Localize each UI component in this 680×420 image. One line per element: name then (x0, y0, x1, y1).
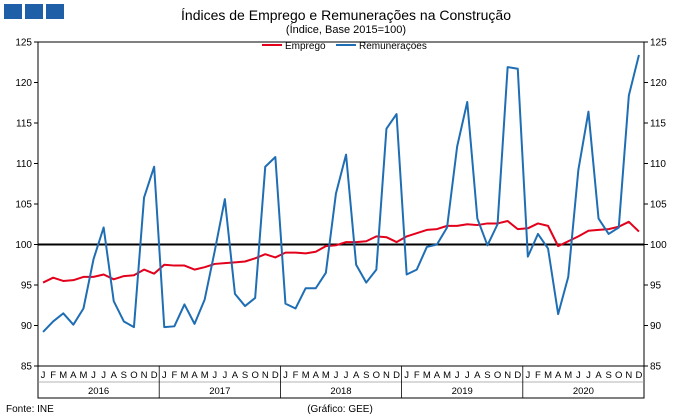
x-tick-label-month: D (514, 370, 521, 381)
y-tick-label-left: 115 (16, 119, 32, 130)
x-tick-label-month: N (141, 370, 148, 381)
x-tick-label-month: O (373, 370, 380, 381)
y-tick-label-left: 105 (15, 200, 32, 211)
y-tick-label-left: 85 (21, 362, 33, 373)
x-tick-label-month: J (344, 370, 349, 381)
x-tick-label-month: N (383, 370, 390, 381)
x-tick-label-month: A (434, 370, 441, 381)
plot-area: 85 85 90 90 95 95 100 100 105 105 110 110 115 115 120 1… (15, 38, 667, 399)
credit-note: (Gráfico: GEE) (307, 404, 373, 415)
x-tick-label-month: O (130, 370, 137, 381)
y-tick-label-right: 85 (650, 362, 662, 373)
series-line-emprego (42, 220, 640, 284)
x-tick-label-month: D (636, 370, 643, 381)
x-tick-label-month: J (222, 370, 227, 381)
x-tick-label-month: A (313, 370, 320, 381)
series-line-remuneracoes (42, 54, 640, 333)
x-tick-label-month: F (414, 370, 420, 381)
y-tick-label-left: 90 (21, 321, 33, 332)
x-tick-label-year: 2019 (452, 386, 473, 397)
x-tick-label-month: A (353, 370, 360, 381)
x-tick-label-month: F (50, 370, 56, 381)
y-tick-label-left: 125 (15, 38, 32, 49)
y-tick-label-right: 115 (650, 119, 666, 130)
x-tick-label-month: J (586, 370, 591, 381)
x-tick-label-month: M (59, 370, 67, 381)
x-tick-label-month: J (404, 370, 409, 381)
x-tick-label-year: 2020 (573, 386, 594, 397)
ine-logo (4, 4, 64, 19)
x-tick-label-month: S (605, 370, 611, 381)
x-tick-label-month: A (191, 370, 198, 381)
x-tick-label-month: D (393, 370, 400, 381)
chart-title: Índices de Emprego e Remunerações na Con… (181, 7, 511, 23)
x-tick-label-month: J (455, 370, 460, 381)
x-tick-label-month: M (180, 370, 188, 381)
x-tick-label-month: M (302, 370, 310, 381)
x-tick-label-month: M (423, 370, 431, 381)
legend-label-emprego: Emprego (285, 41, 326, 52)
x-tick-label-month: O (615, 370, 622, 381)
y-tick-label-left: 95 (21, 281, 33, 292)
logo-square (4, 4, 22, 19)
x-tick-label-month: M (443, 370, 451, 381)
source-note: Fonte: INE (6, 404, 54, 415)
y-tick-label-left: 110 (16, 159, 32, 170)
x-tick-label-month: M (564, 370, 572, 381)
x-tick-label-month: S (484, 370, 490, 381)
x-tick-label-month: F (171, 370, 177, 381)
y-tick-label-right: 95 (650, 281, 662, 292)
y-tick-label-left: 120 (15, 78, 32, 89)
x-tick-label-month: S (363, 370, 369, 381)
y-tick-label-left: 100 (15, 240, 32, 251)
x-tick-label-month: N (504, 370, 511, 381)
x-tick-label-month: J (465, 370, 470, 381)
x-tick-label-month: M (544, 370, 552, 381)
y-tick-label-right: 125 (650, 38, 667, 49)
x-tick-label-month: D (151, 370, 158, 381)
y-tick-label-right: 100 (650, 240, 667, 251)
x-tick-label-month: A (232, 370, 239, 381)
x-tick-label-month: S (242, 370, 248, 381)
x-tick-label-month: N (625, 370, 632, 381)
x-tick-label-month: A (555, 370, 562, 381)
x-tick-label-month: M (201, 370, 209, 381)
x-tick-label-month: A (474, 370, 481, 381)
x-tick-label-month: J (101, 370, 106, 381)
logo-square (46, 4, 64, 19)
y-tick-label-right: 110 (650, 159, 666, 170)
x-tick-label-month: J (162, 370, 167, 381)
x-tick-label-year: 2017 (209, 386, 230, 397)
y-tick-label-right: 90 (650, 321, 662, 332)
x-tick-label-month: M (79, 370, 87, 381)
chart-subtitle: (Índice, Base 2015=100) (286, 23, 406, 36)
x-tick-label-year: 2018 (330, 386, 351, 397)
x-tick-label-month: O (251, 370, 258, 381)
chart-legend: Emprego Remunerações (262, 41, 427, 52)
legend-label-remuneracoes: Remunerações (359, 41, 427, 52)
x-tick-label-month: M (322, 370, 330, 381)
x-tick-label-month: O (494, 370, 501, 381)
plot-frame (37, 41, 645, 399)
x-tick-label-month: S (121, 370, 127, 381)
x-tick-label-month: J (576, 370, 581, 381)
y-tick-label-right: 105 (650, 200, 667, 211)
y-tick-label-right: 120 (650, 78, 667, 89)
x-tick-label-month: J (212, 370, 217, 381)
logo-square (25, 4, 43, 19)
x-tick-label-month: J (334, 370, 339, 381)
x-tick-label-year: 2016 (88, 386, 109, 397)
x-tick-label-month: J (91, 370, 96, 381)
x-tick-label-month: N (262, 370, 269, 381)
x-tick-label-month: A (595, 370, 602, 381)
x-tick-label-month: A (70, 370, 77, 381)
x-tick-label-month: A (111, 370, 118, 381)
x-tick-label-month: J (525, 370, 530, 381)
x-tick-label-month: D (272, 370, 279, 381)
x-tick-label-month: F (293, 370, 299, 381)
x-tick-label-month: J (41, 370, 46, 381)
x-tick-label-month: J (283, 370, 288, 381)
x-tick-label-month: F (535, 370, 541, 381)
